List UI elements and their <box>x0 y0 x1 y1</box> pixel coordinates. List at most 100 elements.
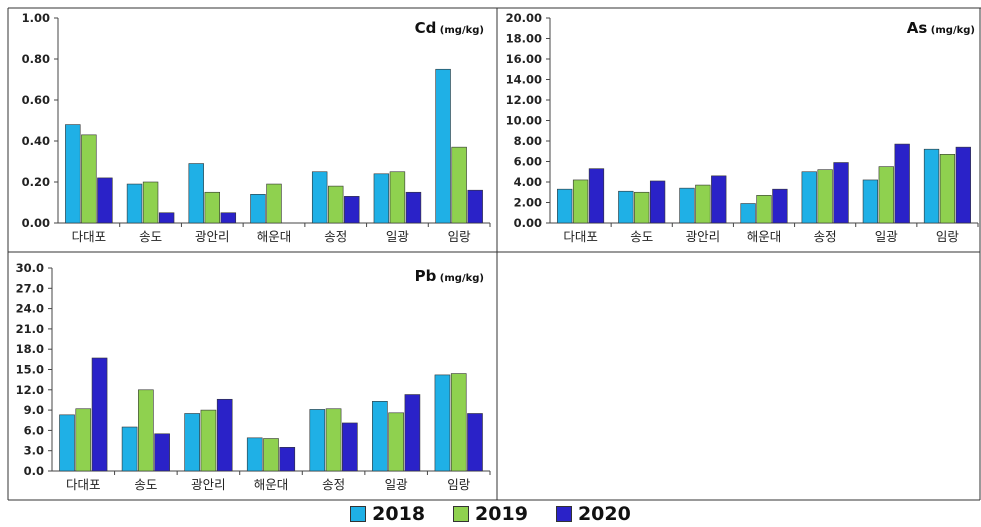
as-y-tick-label: 20.00 <box>506 11 542 25</box>
cd-y-tick-label: 0.60 <box>22 93 50 107</box>
as-category-label: 임랑 <box>936 229 960 244</box>
as-y-tick-label: 2.00 <box>514 196 542 210</box>
as-bar-2018 <box>741 204 756 223</box>
pb-y-tick-label: 27.0 <box>16 281 44 295</box>
pb-category-label: 일광 <box>385 477 409 492</box>
pb-bar-2019 <box>326 409 341 471</box>
cd-bar-2020 <box>159 213 174 223</box>
as-bar-2020 <box>589 169 604 223</box>
as-category-label: 일광 <box>875 229 899 244</box>
pb-bar-2019 <box>451 374 466 471</box>
pb-bar-2018 <box>122 427 137 471</box>
cd-bar-2020 <box>406 192 421 223</box>
cd-y-tick-label: 0.80 <box>22 52 50 66</box>
cd-bar-2020 <box>468 190 483 223</box>
cd-bar-2018 <box>436 69 451 223</box>
legend-label-2019: 2019 <box>475 503 528 525</box>
cd-bar-2018 <box>127 184 142 223</box>
as-title-unit: (mg/kg) <box>927 25 975 36</box>
pb-bar-2020 <box>405 395 420 471</box>
pb-bar-2020 <box>155 434 170 471</box>
as-y-tick-label: 14.00 <box>506 73 542 87</box>
cd-y-tick-label: 0.40 <box>22 134 50 148</box>
pb-title: Pb (mg/kg) <box>415 267 484 285</box>
as-bar-2018 <box>924 149 939 223</box>
cd-bar-2019 <box>143 182 158 223</box>
pb-y-tick-label: 6.0 <box>24 423 44 437</box>
pb-y-tick-label: 18.0 <box>16 342 44 356</box>
as-y-tick-label: 6.00 <box>514 155 542 169</box>
pb-category-label: 송도 <box>134 477 157 492</box>
cd-bar-2019 <box>452 147 467 223</box>
legend-item-2019: 2019 <box>453 503 528 525</box>
pb-y-tick-label: 3.0 <box>24 444 44 458</box>
as-bar-2019 <box>879 167 894 223</box>
as-y-tick-label: 12.00 <box>506 93 542 107</box>
cd-bar-2019 <box>390 172 405 223</box>
as-bar-2018 <box>557 189 572 223</box>
as-bar-2018 <box>802 172 817 223</box>
as-category-label: 광안리 <box>686 229 721 244</box>
legend-swatch-2020 <box>556 506 572 522</box>
cd-title: Cd (mg/kg) <box>415 19 484 37</box>
pb-y-tick-label: 9.0 <box>24 403 44 417</box>
pb-title-element: Pb <box>415 267 437 285</box>
cd-y-tick-label: 0.00 <box>22 216 50 230</box>
pb-bar-2019 <box>138 390 153 471</box>
as-y-tick-label: 4.00 <box>514 175 542 189</box>
pb-bar-2019 <box>76 409 91 471</box>
cd-category-label: 해운대 <box>257 229 292 244</box>
as-category-label: 다대포 <box>563 229 598 244</box>
as-bar-2020 <box>650 181 665 223</box>
pb-bar-2019 <box>263 439 278 471</box>
as-category-label: 송정 <box>814 229 837 244</box>
cd-bar-2019 <box>267 184 282 223</box>
pb-category-label: 해운대 <box>254 477 289 492</box>
as-category-label: 해운대 <box>747 229 782 244</box>
pb-category-label: 광안리 <box>191 477 226 492</box>
as-y-tick-label: 8.00 <box>514 134 542 148</box>
as-title: As (mg/kg) <box>907 19 975 37</box>
chart-cd: 0.00 0.20 0.40 0.60 0.80 1.00 다대포 송도 광안리 해운대 송정 일광 임… <box>22 11 490 244</box>
as-bar-2018 <box>680 188 695 223</box>
legend-item-2018: 2018 <box>350 503 425 525</box>
cd-category-label: 다대포 <box>72 229 107 244</box>
cd-bar-2019 <box>205 192 220 223</box>
cd-category-label: 송정 <box>324 229 347 244</box>
cd-bar-2019 <box>328 186 343 223</box>
as-bar-2019 <box>940 154 955 223</box>
pb-bar-2020 <box>342 423 357 471</box>
pb-bar-2020 <box>92 358 107 471</box>
pb-bar-2018 <box>185 413 200 471</box>
legend-swatch-2018 <box>350 506 366 522</box>
pb-y-tick-label: 0.0 <box>24 464 44 478</box>
pb-bar-2019 <box>389 413 404 471</box>
pb-bar-2019 <box>201 410 216 471</box>
as-y-tick-label: 18.00 <box>506 32 542 46</box>
pb-bar-2018 <box>435 375 450 471</box>
panel-frame <box>8 8 981 500</box>
pb-y-tick-label: 24.0 <box>16 302 44 316</box>
legend-swatch-2019 <box>453 506 469 522</box>
as-bar-2020 <box>895 144 910 223</box>
as-bar-2020 <box>834 163 849 223</box>
chart-pb: 0.0 3.0 6.0 9.0 12.0 15.0 18.0 21.0 24.0 27.0 30.0… <box>16 261 490 492</box>
as-bar-2019 <box>696 185 711 223</box>
cd-bar-2018 <box>312 172 327 223</box>
pb-title-unit: (mg/kg) <box>436 273 484 284</box>
pb-category-label: 다대포 <box>66 477 101 492</box>
pb-bar-2020 <box>467 413 482 471</box>
cd-bar-2018 <box>374 174 389 223</box>
pb-y-tick-label: 15.0 <box>16 363 44 377</box>
chart-as: 0.00 2.00 4.00 6.00 8.00 10.00 12.00 14.00 16.00… <box>506 11 978 244</box>
pb-bar-2018 <box>372 401 387 471</box>
cd-category-label: 광안리 <box>195 229 230 244</box>
as-y-tick-label: 16.00 <box>506 52 542 66</box>
as-bar-2020 <box>773 189 788 223</box>
as-bar-2018 <box>618 191 633 223</box>
cd-category-label: 송도 <box>139 229 162 244</box>
cd-bar-2018 <box>251 194 266 223</box>
cd-bar-2020 <box>344 196 359 223</box>
pb-y-tick-label: 21.0 <box>16 322 44 336</box>
